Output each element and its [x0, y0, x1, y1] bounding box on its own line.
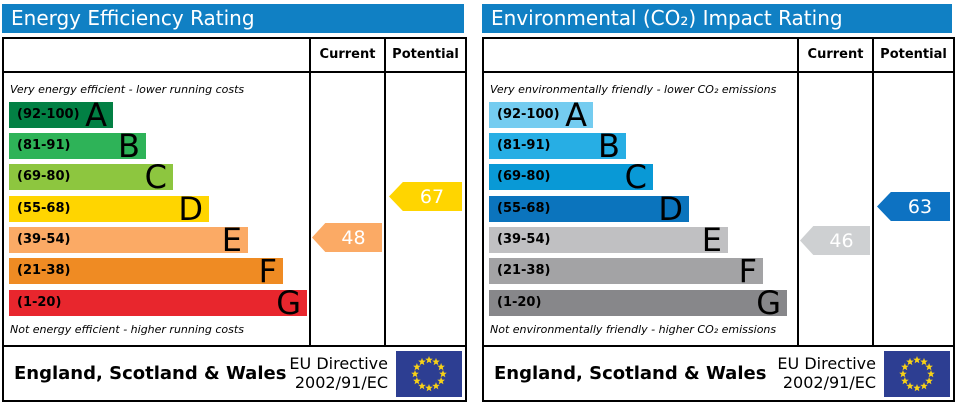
band-letter: C: [624, 158, 647, 196]
column-divider: [872, 39, 874, 345]
eu-flag-icon: [884, 350, 950, 397]
environment-rating-table: Current Potential Very environmentally f…: [482, 37, 955, 402]
column-divider: [384, 39, 386, 345]
current-rating-arrow: 46: [800, 226, 870, 255]
potential-rating-value: 63: [907, 195, 933, 218]
band-row-g: (1-20) G: [489, 284, 787, 322]
eu-directive-label: EU Directive 2002/91/EC: [777, 353, 876, 393]
footer: England, Scotland & Wales EU Directive 2…: [484, 345, 953, 400]
band-range-label: (92-100): [497, 107, 560, 122]
band-row-b: (81-91) B: [9, 127, 146, 165]
band-letter: G: [276, 284, 301, 322]
current-rating-arrow: 48: [312, 223, 382, 252]
column-divider: [309, 39, 311, 345]
panel-environment-header: Environmental (CO₂) Impact Rating: [482, 4, 952, 33]
band-row-c: (69-80) C: [9, 158, 173, 196]
panel-environmental-impact: Environmental (CO₂) Impact Rating Curren…: [482, 0, 955, 404]
region-label: England, Scotland & Wales: [494, 363, 767, 384]
band-row-d: (55-68) D: [9, 190, 209, 228]
energy-rating-table: Current Potential Very energy efficient …: [2, 37, 467, 402]
potential-rating-value: 67: [419, 185, 445, 208]
band-letter: B: [598, 127, 620, 165]
band-range-label: (1-20): [17, 295, 62, 310]
band-row-d: (55-68) D: [489, 190, 689, 228]
current-rating-value: 48: [341, 226, 366, 249]
band-range-label: (55-68): [17, 201, 71, 216]
band-letter: A: [85, 96, 107, 134]
eu-directive-line1: EU Directive: [777, 353, 876, 373]
band-range-label: (81-91): [17, 138, 71, 153]
eu-directive-line2: 2002/91/EC: [782, 372, 876, 392]
band-range-label: (69-80): [497, 169, 551, 184]
band-letter: F: [738, 252, 757, 290]
band-range-label: (39-54): [17, 232, 71, 247]
band-letter: B: [118, 127, 140, 165]
footer: England, Scotland & Wales EU Directive 2…: [4, 345, 465, 400]
top-caption: Very energy efficient - lower running co…: [10, 83, 245, 96]
band-letter: D: [178, 190, 203, 228]
band-range-label: (39-54): [497, 232, 551, 247]
band-letter: C: [144, 158, 167, 196]
eu-directive-label: EU Directive 2002/91/EC: [289, 353, 388, 393]
band-letter: G: [756, 284, 781, 322]
eu-directive-line2: 2002/91/EC: [294, 372, 388, 392]
band-range-label: (21-38): [17, 263, 71, 278]
column-header-current: Current: [319, 47, 376, 62]
band-letter: E: [701, 221, 722, 259]
potential-rating-arrow: 63: [877, 192, 950, 221]
band-range-label: (69-80): [17, 169, 71, 184]
band-row-c: (69-80) C: [489, 158, 653, 196]
panel-energy-title: Energy Efficiency Rating: [11, 6, 255, 30]
band-range-label: (92-100): [17, 107, 80, 122]
band-row-a: (92-100) A: [9, 96, 113, 134]
column-divider: [797, 39, 799, 345]
column-header-potential: Potential: [392, 47, 459, 62]
eu-flag-icon: [396, 350, 462, 397]
band-row-f: (21-38) F: [489, 252, 763, 290]
band-range-label: (1-20): [497, 295, 542, 310]
header-row-divider: [4, 71, 465, 73]
band-row-b: (81-91) B: [489, 127, 626, 165]
column-header-current: Current: [807, 47, 864, 62]
band-range-label: (81-91): [497, 138, 551, 153]
band-row-f: (21-38) F: [9, 252, 283, 290]
band-letter: F: [258, 252, 277, 290]
band-letter: D: [658, 190, 683, 228]
band-letter: E: [221, 221, 242, 259]
column-header-potential: Potential: [880, 47, 947, 62]
region-label: England, Scotland & Wales: [14, 363, 287, 384]
bottom-caption: Not energy efficient - higher running co…: [10, 323, 244, 336]
top-caption: Very environmentally friendly - lower CO…: [490, 83, 777, 96]
band-row-a: (92-100) A: [489, 96, 593, 134]
band-row-e: (39-54) E: [9, 221, 248, 259]
band-row-g: (1-20) G: [9, 284, 307, 322]
panel-energy-header: Energy Efficiency Rating: [2, 4, 464, 33]
panel-energy-efficiency: Energy Efficiency Rating Current Potenti…: [2, 0, 467, 404]
current-rating-value: 46: [829, 229, 854, 252]
header-row-divider: [484, 71, 953, 73]
band-row-e: (39-54) E: [489, 221, 728, 259]
band-letter: A: [565, 96, 587, 134]
bottom-caption: Not environmentally friendly - higher CO…: [490, 323, 777, 336]
panel-environment-title: Environmental (CO₂) Impact Rating: [491, 6, 843, 30]
band-range-label: (55-68): [497, 201, 551, 216]
potential-rating-arrow: 67: [389, 182, 462, 211]
eu-directive-line1: EU Directive: [289, 353, 388, 373]
band-range-label: (21-38): [497, 263, 551, 278]
